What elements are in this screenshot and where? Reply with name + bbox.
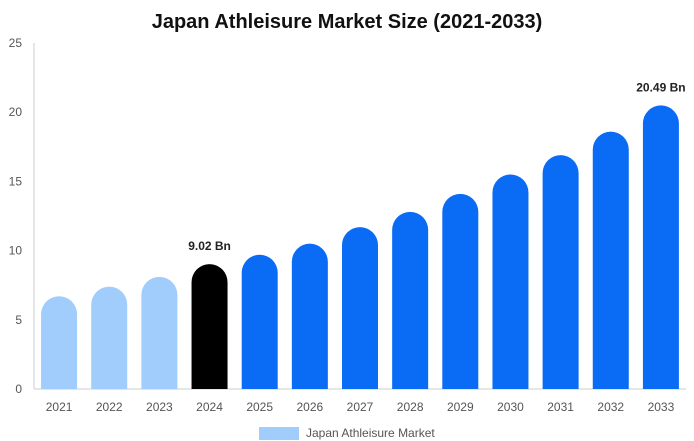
bar-2026[interactable] — [291, 243, 328, 389]
y-tick-label: 20 — [9, 105, 23, 119]
bar-2029[interactable] — [442, 193, 479, 389]
y-tick-label: 15 — [9, 174, 23, 188]
x-tick-label: 2033 — [648, 400, 675, 414]
bar-2032[interactable] — [592, 131, 629, 390]
y-tick-label: 5 — [15, 313, 22, 327]
x-tick-label: 2021 — [46, 400, 73, 414]
data-label-2033: 20.49 Bn — [636, 80, 685, 94]
x-axis: 2021 2022 2023 2024 2025 2026 2027 2028 2029 2030… — [34, 388, 686, 414]
x-tick-label: 2028 — [397, 400, 424, 414]
y-axis: 0 5 10 15 20 25 — [9, 36, 35, 396]
y-tick-label: 0 — [15, 382, 22, 396]
y-tick-label: 10 — [9, 244, 23, 258]
bar-2021[interactable] — [41, 296, 78, 389]
data-labels: 9.02 Bn 20.49 Bn — [188, 80, 685, 253]
legend-swatch — [259, 427, 299, 440]
bar-2024[interactable] — [191, 264, 228, 389]
bar-2030[interactable] — [492, 174, 529, 389]
bar-2025[interactable] — [241, 254, 278, 389]
x-tick-label: 2024 — [196, 400, 223, 414]
bar-2023[interactable] — [141, 276, 178, 389]
x-tick-label: 2032 — [597, 400, 624, 414]
bar-2033[interactable] — [642, 105, 679, 390]
y-tick-label: 25 — [9, 36, 23, 50]
bar-2031[interactable] — [542, 155, 579, 389]
x-tick-label: 2031 — [547, 400, 574, 414]
x-tick-label: 2022 — [96, 400, 123, 414]
legend[interactable]: Japan Athleisure Market — [259, 426, 435, 440]
bars — [41, 105, 679, 390]
x-tick-label: 2029 — [447, 400, 474, 414]
legend-label: Japan Athleisure Market — [306, 426, 435, 440]
x-tick-label: 2025 — [246, 400, 273, 414]
chart-title: Japan Athleisure Market Size (2021-2033) — [152, 11, 543, 33]
x-tick-label: 2030 — [497, 400, 524, 414]
x-tick-label: 2023 — [146, 400, 173, 414]
x-tick-label: 2026 — [296, 400, 323, 414]
bar-2022[interactable] — [91, 286, 128, 389]
bar-2028[interactable] — [392, 211, 429, 389]
x-tick-label: 2027 — [347, 400, 374, 414]
data-label-2024: 9.02 Bn — [188, 239, 231, 253]
bar-2027[interactable] — [342, 227, 378, 389]
